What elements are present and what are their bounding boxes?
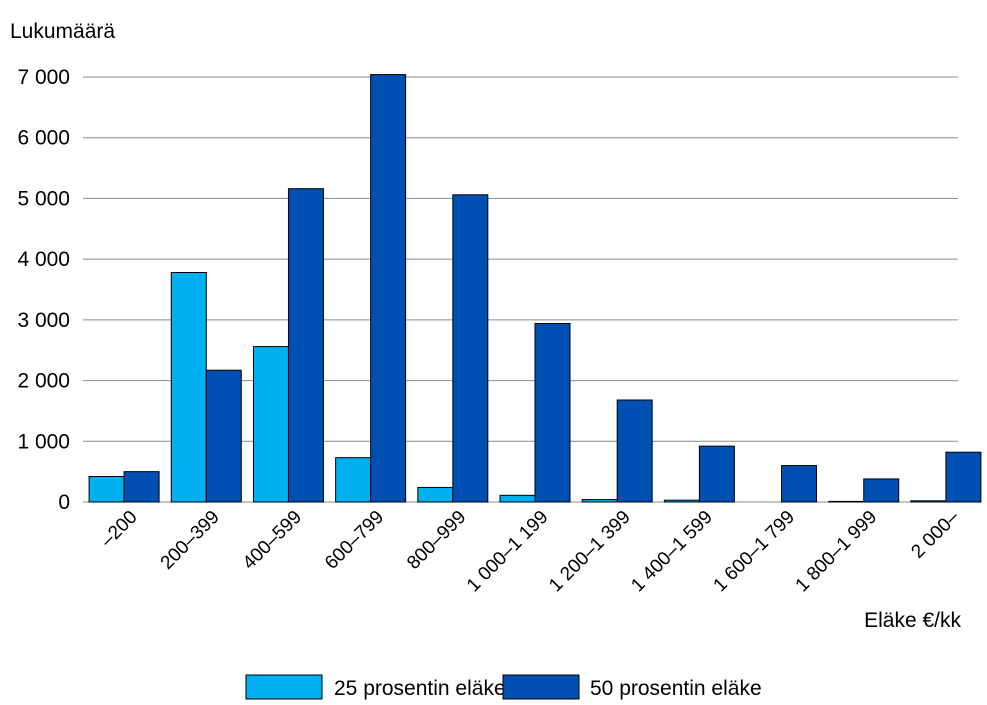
bar-series-2-10 <box>945 451 982 503</box>
x-tick-label: 1 000–1 199 <box>463 507 553 597</box>
bar-series-1-5 <box>499 494 536 503</box>
bar-series-2-4 <box>452 194 489 503</box>
y-axis-tick-labels: 0 1 000 2 000 3 000 4 000 5 000 6 000 7 000 <box>17 66 70 514</box>
bar-series-1-6 <box>581 499 618 503</box>
legend: 25 prosentin eläke 50 prosentin eläke <box>245 674 762 700</box>
y-tick-label: 0 <box>58 491 70 514</box>
bar-series-1-7 <box>663 499 700 503</box>
legend-swatch-series-1 <box>245 674 323 700</box>
bar-series-1-9 <box>828 500 865 503</box>
y-tick-label: 5 000 <box>17 187 70 210</box>
bar-series-2-9 <box>863 478 900 503</box>
y-tick-label: 3 000 <box>17 309 70 332</box>
bar-series-2-3 <box>370 74 407 503</box>
y-tick-label: 7 000 <box>17 66 70 89</box>
bar-series-1-1 <box>170 272 207 503</box>
legend-swatch-series-2 <box>502 674 580 700</box>
bar-series-1-0 <box>88 476 125 503</box>
x-tick-label: 1 600–1 799 <box>710 507 800 597</box>
x-tick-label: 1 800–1 999 <box>792 507 882 597</box>
y-tick-label: 2 000 <box>17 370 70 393</box>
bar-series-1-3 <box>335 457 372 503</box>
x-tick-label: 200–399 <box>157 507 224 574</box>
y-axis-title: Lukumäärä <box>10 20 115 43</box>
bar-series-2-2 <box>287 188 324 503</box>
x-tick-label: 1 400–1 599 <box>627 507 717 597</box>
x-tick-label: 600–799 <box>321 507 388 574</box>
x-tick-label: 1 200–1 399 <box>545 507 635 597</box>
bar-series-1-10 <box>910 500 947 503</box>
y-tick-label: 1 000 <box>17 430 70 453</box>
bar-series-2-5 <box>534 323 571 503</box>
bar-series-1-2 <box>252 346 289 503</box>
x-tick-label: 2 000– <box>907 506 963 562</box>
x-axis-title: Eläke €/kk <box>864 609 961 632</box>
legend-label-series-2: 50 prosentin eläke <box>590 677 762 700</box>
bars <box>88 74 982 503</box>
bar-series-2-8 <box>781 465 818 503</box>
bar-series-2-0 <box>123 471 160 503</box>
y-tick-label: 4 000 <box>17 248 70 271</box>
bar-series-2-1 <box>205 369 242 503</box>
legend-label-series-1: 25 prosentin eläke <box>334 677 506 700</box>
x-tick-label: 800–999 <box>403 507 470 574</box>
bar-series-2-6 <box>616 399 653 503</box>
bar-series-2-7 <box>698 445 735 503</box>
x-tick-label: 400–599 <box>239 507 306 574</box>
bar-series-1-4 <box>417 486 454 503</box>
y-tick-label: 6 000 <box>17 127 70 150</box>
x-tick-label: –200 <box>97 507 142 552</box>
